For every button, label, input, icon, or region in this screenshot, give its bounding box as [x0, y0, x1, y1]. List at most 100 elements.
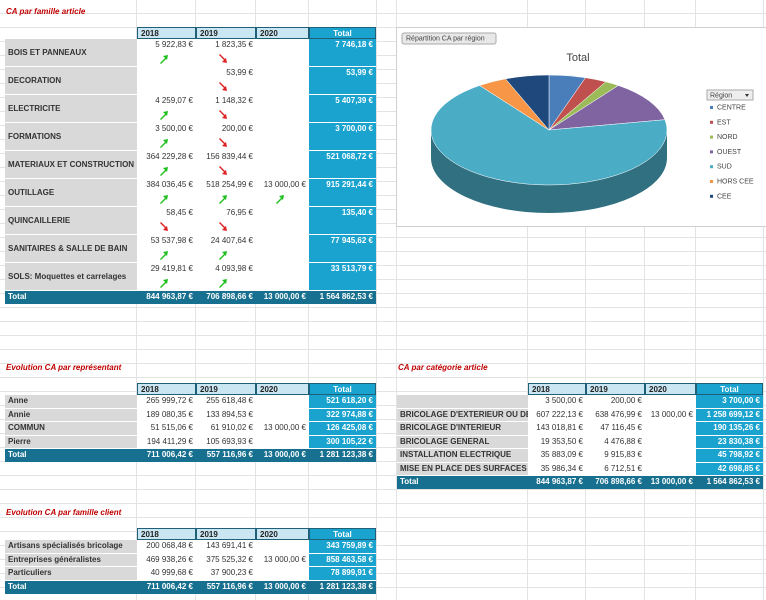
- row-label: OUTILLAGE: [5, 179, 137, 207]
- row-label: Pierre: [5, 435, 137, 449]
- total-cell: 706 898,66 €: [586, 476, 645, 489]
- value-cell: 6 712,51 €: [586, 462, 645, 476]
- row-label: Particuliers: [5, 567, 137, 581]
- row-label: BRICOLAGE D'INTERIEUR: [397, 422, 528, 436]
- value-cell: 133 894,53 €: [196, 408, 256, 422]
- trend-arrow-down: [219, 54, 227, 63]
- trend-arrow-down: [219, 82, 227, 91]
- legend-filter[interactable]: [706, 89, 754, 101]
- value-cell: [256, 95, 309, 123]
- table-title: Evolution CA par représentant: [6, 363, 122, 372]
- column-header: 2018: [137, 383, 196, 395]
- row-total: 7 746,18 €: [309, 39, 376, 67]
- value-cell: 4 476,88 €: [586, 435, 645, 449]
- legend-swatch: [710, 135, 713, 139]
- row-total: 53,99 €: [309, 67, 376, 95]
- table-title: Evolution CA par famille client: [6, 508, 122, 517]
- trend-arrow-up: [159, 279, 168, 288]
- trend-arrow-up: [275, 195, 284, 204]
- legend-label: OUEST: [717, 149, 742, 156]
- value-cell: 384 036,45 €: [137, 179, 196, 207]
- value-cell: 13 000,00 €: [645, 408, 696, 422]
- value-cell: 47 116,45 €: [586, 422, 645, 436]
- row-total: 78 899,91 €: [309, 567, 376, 581]
- value-cell: 105 693,93 €: [196, 435, 256, 449]
- value-cell: 13 000,00 €: [256, 179, 309, 207]
- total-cell: 1 564 862,53 €: [309, 291, 376, 304]
- value-cell: 19 353,50 €: [528, 435, 586, 449]
- column-header: 2020: [256, 528, 309, 540]
- column-header: Total: [309, 383, 376, 395]
- legend-label: HORS CEE: [717, 179, 754, 186]
- dropdown-arrow: [745, 94, 749, 97]
- value-cell: [256, 435, 309, 449]
- chart-button-label: Répartition CA par région: [406, 36, 485, 43]
- value-cell: 364 229,28 €: [137, 151, 196, 179]
- total-cell: 13 000,00 €: [256, 449, 309, 462]
- total-cell: 13 000,00 €: [256, 580, 309, 594]
- column-header: Total: [309, 528, 376, 540]
- row-total: 343 759,89 €: [309, 540, 376, 554]
- row-label: Entreprises généralistes: [5, 553, 137, 567]
- value-cell: 9 915,83 €: [586, 449, 645, 463]
- column-header: 2020: [645, 383, 696, 395]
- grid-column: [396, 0, 397, 600]
- legend-swatch: [710, 180, 713, 183]
- grid-column: [763, 0, 764, 600]
- row-total: 33 513,79 €: [309, 263, 376, 291]
- value-cell: 607 222,13 €: [528, 408, 586, 422]
- value-cell: [256, 67, 309, 95]
- row-label: COMMUN: [5, 422, 137, 436]
- value-cell: 189 080,35 €: [137, 408, 196, 422]
- total-cell: 706 898,66 €: [196, 291, 256, 304]
- row-total: 521 068,72 €: [309, 151, 376, 179]
- value-cell: 200 068,48 €: [137, 540, 196, 554]
- value-cell: 518 254,99 €: [196, 179, 256, 207]
- row-label: Artisans spécialisés bricolage: [5, 540, 137, 554]
- value-cell: 638 476,99 €: [586, 408, 645, 422]
- pie-slice: [430, 85, 668, 186]
- row-label: SOLS: Moquettes et carrelages: [5, 263, 137, 291]
- value-cell: 4 093,98 €: [196, 263, 256, 291]
- trend-arrow-down: [219, 166, 227, 175]
- legend-label: NORD: [717, 134, 738, 141]
- trend-arrow-up: [159, 251, 168, 260]
- row-total: 5 407,39 €: [309, 95, 376, 123]
- row-total: 300 105,22 €: [309, 435, 376, 449]
- row-total: 190 135,26 €: [696, 422, 763, 436]
- row-label: INSTALLATION ELECTRIQUE: [397, 449, 528, 463]
- row-label: BRICOLAGE GENERAL: [397, 435, 528, 449]
- row-label: QUINCAILLERIE: [5, 207, 137, 235]
- column-header: Total: [309, 27, 376, 39]
- row-total: 322 974,88 €: [309, 408, 376, 422]
- table-title: CA par famille article: [6, 7, 86, 16]
- trend-arrow-down: [219, 110, 227, 119]
- value-cell: 143 691,41 €: [196, 540, 256, 554]
- column-header: 2018: [137, 528, 196, 540]
- value-cell: [645, 449, 696, 463]
- trend-arrow-down: [219, 222, 227, 231]
- row-total: 126 425,08 €: [309, 422, 376, 436]
- pie-slice: [548, 85, 666, 131]
- value-cell: 37 900,23 €: [196, 567, 256, 581]
- row-label: DECORATION: [5, 67, 137, 95]
- column-header: Total: [696, 383, 763, 395]
- value-cell: 40 999,68 €: [137, 567, 196, 581]
- total-cell: 1 281 123,38 €: [309, 580, 376, 594]
- row-label: Anne: [5, 395, 137, 409]
- total-cell: 557 116,96 €: [196, 580, 256, 594]
- row-total: 45 798,92 €: [696, 449, 763, 463]
- value-cell: 35 986,34 €: [528, 462, 586, 476]
- value-cell: 5 922,83 €: [137, 39, 196, 67]
- chart-button[interactable]: [401, 32, 497, 45]
- column-header: 2019: [196, 383, 256, 395]
- value-cell: 53 537,98 €: [137, 235, 196, 263]
- trend-arrow-up: [219, 279, 227, 288]
- column-header: 2019: [586, 383, 645, 395]
- value-cell: [256, 408, 309, 422]
- total-cell: 557 116,96 €: [196, 449, 256, 462]
- legend-swatch: [710, 165, 713, 169]
- value-cell: [645, 395, 696, 409]
- value-cell: 469 938,26 €: [137, 553, 196, 567]
